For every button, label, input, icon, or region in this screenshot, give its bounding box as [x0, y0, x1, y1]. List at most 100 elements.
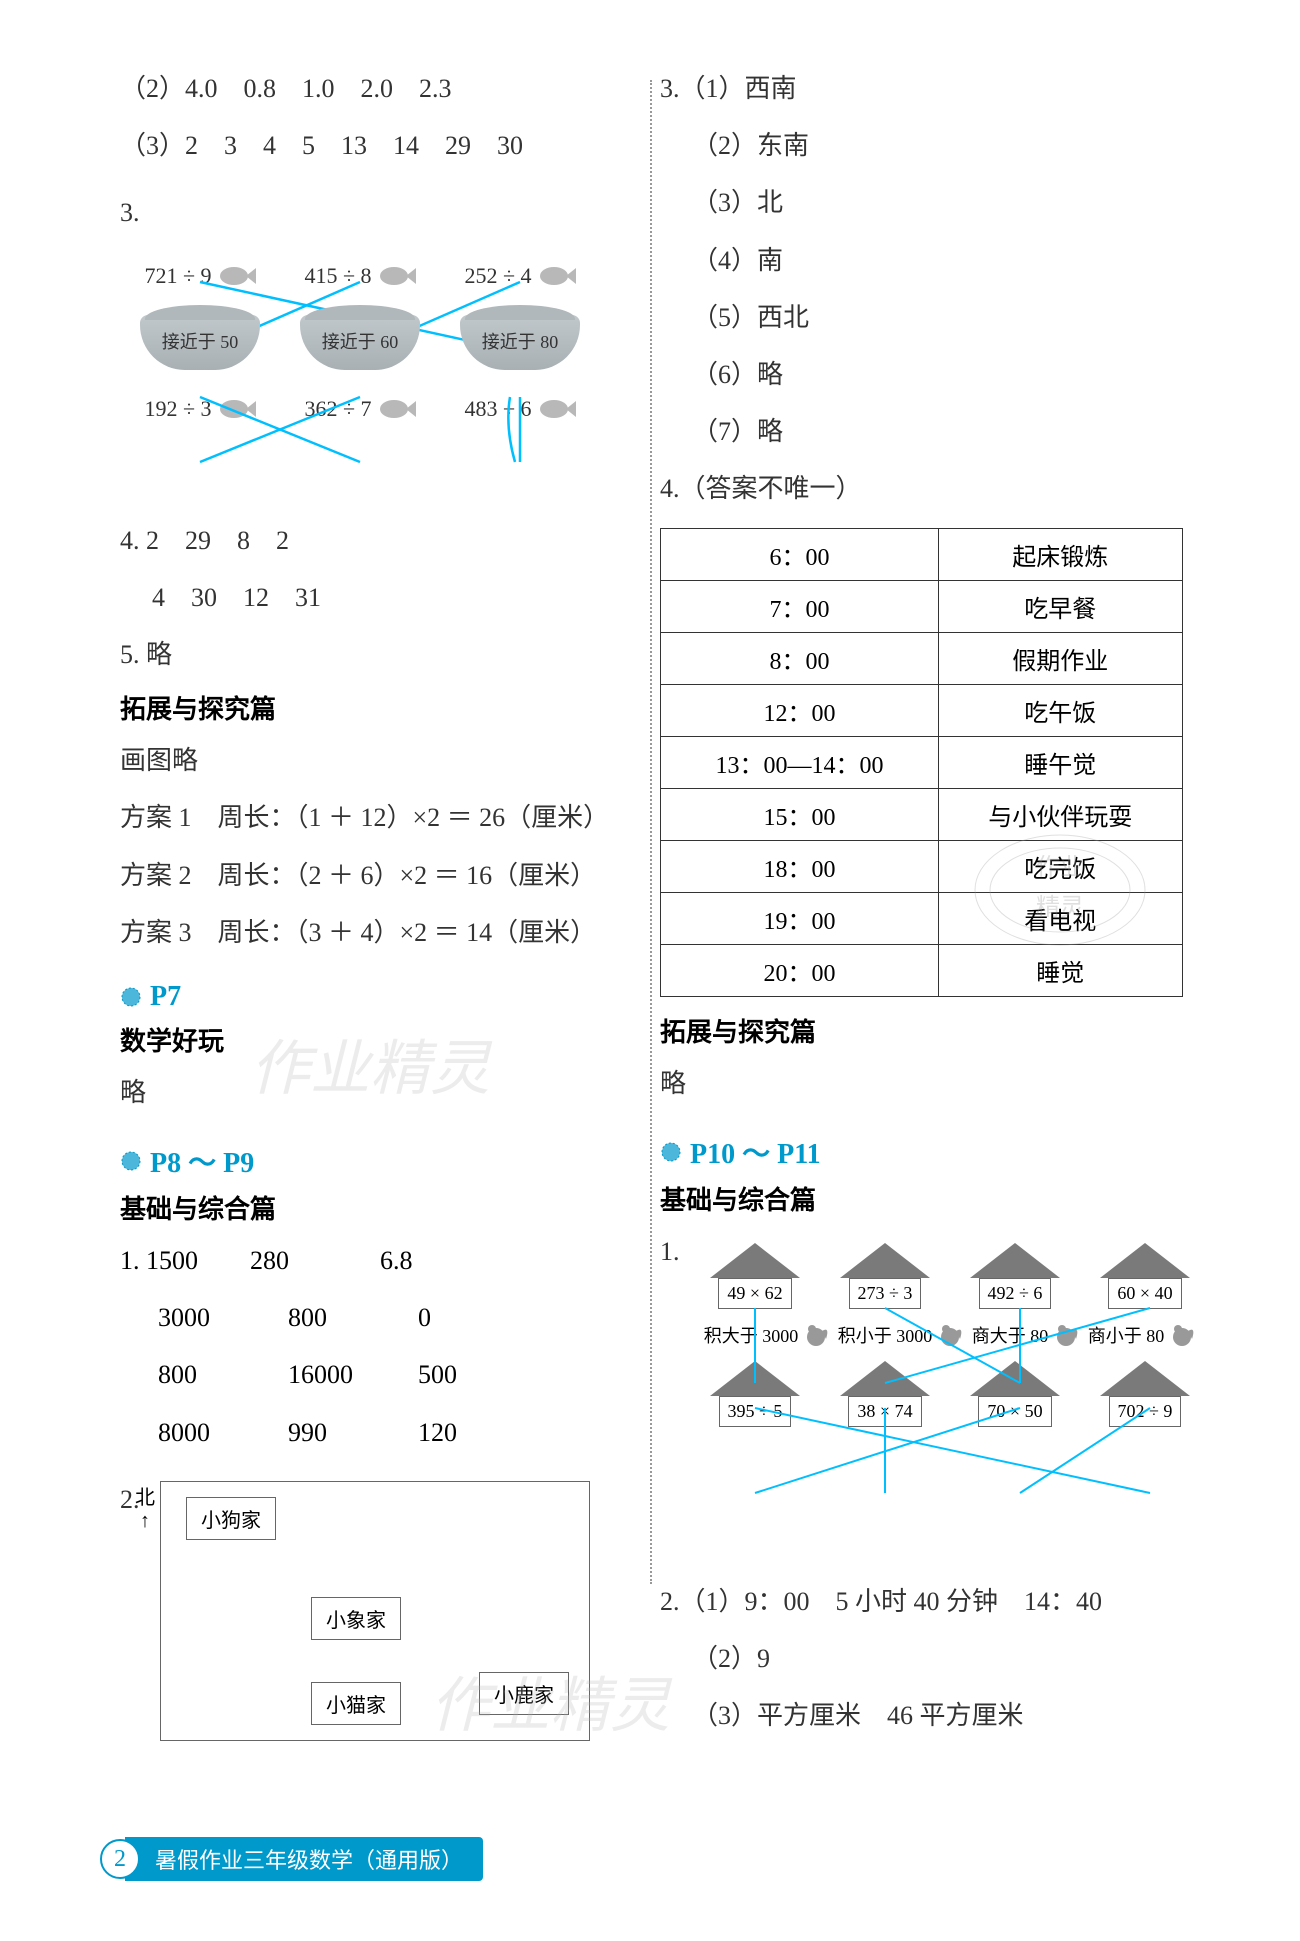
- fish-item: 415 ÷ 8: [304, 252, 415, 300]
- squirrel-label: 商小于 80: [1088, 1322, 1165, 1348]
- table-row: 20：00睡觉: [661, 944, 1183, 996]
- roof-icon: [840, 1361, 930, 1396]
- north-indicator: 北↑: [135, 1481, 155, 1533]
- house-item: 60 × 40: [1100, 1243, 1190, 1309]
- house-item: 38 × 74: [840, 1361, 930, 1427]
- grid-cell: 6.8: [380, 1232, 510, 1289]
- roof-icon: [1100, 1243, 1190, 1278]
- page-ref-heading: P8 ～ P9: [120, 1141, 600, 1181]
- fish-expr: 192 ÷ 3: [144, 385, 211, 433]
- text-line: （3）平方厘米 46 平方厘米: [660, 1687, 1210, 1744]
- column-divider: [650, 80, 652, 1584]
- table-row: 6：00起床锻炼: [661, 528, 1183, 580]
- text-line: 略: [120, 1064, 600, 1121]
- house-item: 492 ÷ 6: [970, 1243, 1060, 1309]
- house-expr: 70 × 50: [978, 1396, 1051, 1427]
- house-row-top: 49 × 62 273 ÷ 3 492 ÷ 6 60 × 40: [690, 1243, 1210, 1309]
- north-label: 北: [135, 1487, 155, 1509]
- grid-cell: 500: [418, 1346, 548, 1403]
- house-expr: 702 ÷ 9: [1109, 1396, 1182, 1427]
- table-cell: 6：00: [661, 528, 939, 580]
- section-heading: 拓展与探究篇: [660, 1012, 1210, 1049]
- fish-row-top: 721 ÷ 9 415 ÷ 8 252 ÷ 4: [120, 252, 600, 300]
- fish-expr: 483 ÷ 6: [464, 385, 531, 433]
- text-line: 方案 1 周长：（1 ＋ 12）×2 ＝ 26（厘米）: [120, 789, 600, 846]
- squirrel-label: 商大于 80: [972, 1322, 1049, 1348]
- fish-icon: [536, 396, 576, 422]
- squirrel-icon: [802, 1321, 830, 1349]
- grid-cell: 0: [418, 1289, 548, 1346]
- table-row: 13：00—14：00睡午觉: [661, 736, 1183, 788]
- table-row: 7：00吃早餐: [661, 580, 1183, 632]
- text-line: （2）4.0 0.8 1.0 2.0 2.3: [120, 60, 600, 117]
- fish-expr: 721 ÷ 9: [144, 252, 211, 300]
- page-ref-heading: P10 ～ P11: [660, 1132, 1210, 1172]
- page-ref-label: P8 ～ P9: [150, 1141, 254, 1181]
- number-grid: 1. 1500 280 6.8 3000 800 0 800 16000 500…: [120, 1232, 600, 1461]
- stamp-text: 精灵: [1036, 894, 1084, 921]
- table-row: 12：00吃午饭: [661, 684, 1183, 736]
- house-item: 70 × 50: [970, 1361, 1060, 1427]
- bullet-icon: [660, 1141, 682, 1163]
- table-cell: 12：00: [661, 684, 939, 736]
- section-heading: 数学好玩: [120, 1021, 600, 1058]
- text-line: 方案 3 周长：（3 ＋ 4）×2 ＝ 14（厘米）: [120, 904, 600, 961]
- jar: 接近于 50: [140, 315, 260, 370]
- jar: 接近于 80: [460, 315, 580, 370]
- fish-expr: 415 ÷ 8: [304, 252, 371, 300]
- text-line: （6）略: [660, 346, 1210, 403]
- fish-icon: [216, 263, 256, 289]
- stamp-text: 作业: [1036, 854, 1084, 881]
- page-ref-label: P10 ～ P11: [690, 1132, 821, 1172]
- fish-expr: 362 ÷ 7: [304, 385, 371, 433]
- text-line: （7）略: [660, 403, 1210, 460]
- text-line: （3）北: [660, 174, 1210, 231]
- grid-row: 1. 1500 280 6.8: [120, 1232, 600, 1289]
- house-label: 小象家: [311, 1597, 401, 1640]
- squirrel-icon: [1168, 1321, 1196, 1349]
- grid-cell: 280: [250, 1232, 380, 1289]
- table-cell: 8：00: [661, 632, 939, 684]
- grid-cell: 800: [158, 1346, 288, 1403]
- squirrel-item: 商大于 80: [972, 1321, 1081, 1349]
- text-line: （2）9: [660, 1630, 1210, 1687]
- table-row: 8：00假期作业: [661, 632, 1183, 684]
- table-cell: 起床锻炼: [939, 528, 1182, 580]
- text-line: 4.（答案不唯一）: [660, 460, 1210, 517]
- squirrel-row: 积大于 3000 积小于 3000 商大于 80 商小于 80: [690, 1321, 1210, 1349]
- house-item: 49 × 62: [710, 1243, 800, 1309]
- house-label: 小鹿家: [479, 1672, 569, 1715]
- q2-container: 2. 小狗家 小象家 小猫家 小鹿家 北↑: [120, 1471, 600, 1741]
- grid-cell: 16000: [288, 1346, 418, 1403]
- house-expr: 49 × 62: [718, 1278, 791, 1309]
- text-line: （2）东南: [660, 117, 1210, 174]
- table-cell: 19：00: [661, 892, 939, 944]
- squirrel-label: 积小于 3000: [838, 1322, 933, 1348]
- stamp-icon: 作业 精灵: [970, 830, 1150, 950]
- house-item: 702 ÷ 9: [1100, 1361, 1190, 1427]
- fish-item: 192 ÷ 3: [144, 385, 255, 433]
- house-expr: 273 ÷ 3: [849, 1278, 922, 1309]
- text-line: 5. 略: [120, 626, 600, 683]
- squirrel-icon: [936, 1321, 964, 1349]
- q3-container: 3. 721 ÷ 9 415 ÷ 8 252 ÷ 4 接近于: [120, 184, 600, 511]
- grid-cell: 1. 1500: [120, 1232, 250, 1289]
- section-heading: 基础与综合篇: [120, 1189, 600, 1226]
- house-item: 273 ÷ 3: [840, 1243, 930, 1309]
- text-line: 2.（1）9：00 5 小时 40 分钟 14：40: [660, 1573, 1210, 1630]
- text-line: 方案 2 周长：（2 ＋ 6）×2 ＝ 16（厘米）: [120, 847, 600, 904]
- grid-row: 3000 800 0: [120, 1289, 600, 1346]
- item-number: 1.: [660, 1223, 690, 1280]
- jar-label: 接近于 60: [322, 323, 399, 363]
- grid-cell: 800: [288, 1289, 418, 1346]
- bullet-icon: [120, 986, 142, 1008]
- fish-icon: [376, 263, 416, 289]
- table-cell: 15：00: [661, 788, 939, 840]
- text-line: （5）西北: [660, 289, 1210, 346]
- text-line: 略: [660, 1055, 1210, 1112]
- page-content: （2）4.0 0.8 1.0 2.0 2.3 （3）2 3 4 5 13 14 …: [0, 0, 1300, 1784]
- table-cell: 睡觉: [939, 944, 1182, 996]
- house-map: 小狗家 小象家 小猫家 小鹿家: [160, 1481, 590, 1741]
- page-ref-label: P7: [150, 981, 181, 1013]
- squirrel-icon: [1052, 1321, 1080, 1349]
